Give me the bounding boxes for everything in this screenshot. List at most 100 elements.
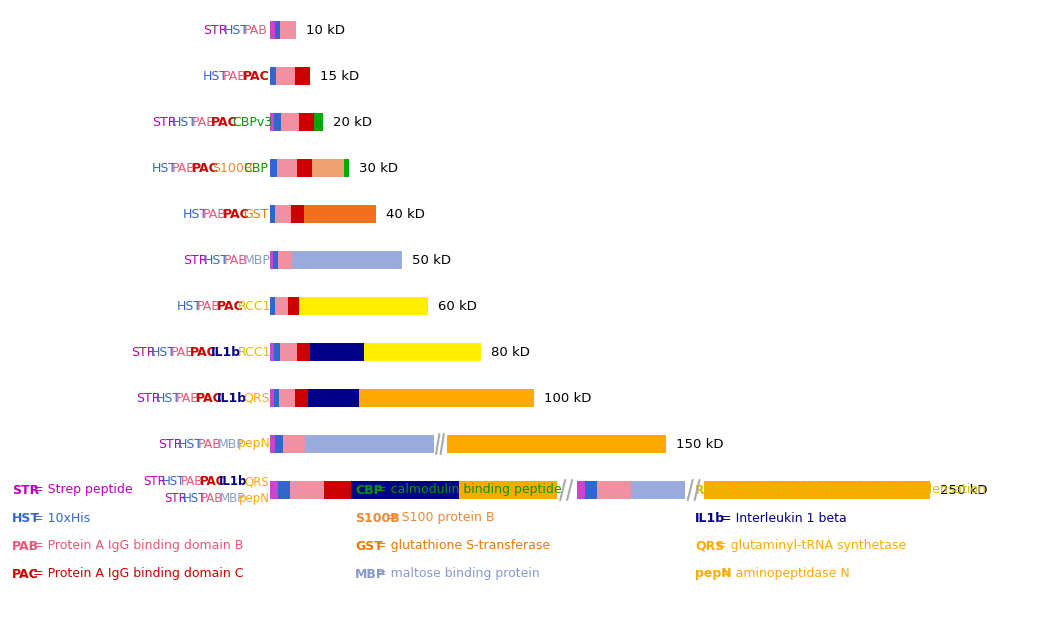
Text: MBP: MBP [220, 492, 245, 505]
Text: PAB: PAB [202, 492, 223, 505]
Text: 80 kD: 80 kD [491, 345, 530, 359]
Bar [273, 389, 279, 407]
Text: 250 kD: 250 kD [940, 484, 987, 497]
Text: = Protein A IgG binding domain C: = Protein A IgG binding domain C [29, 568, 243, 580]
Bar [585, 481, 596, 499]
Text: PAC: PAC [211, 116, 238, 129]
Text: PAB: PAB [243, 23, 267, 36]
Text: MBP: MBP [243, 254, 270, 266]
Bar [314, 113, 323, 131]
Text: PAC: PAC [12, 568, 38, 580]
Text: pepN: pepN [238, 438, 270, 450]
Bar [303, 205, 376, 223]
Bar [283, 435, 305, 453]
Text: = Regulator of chromosome condensation: = Regulator of chromosome condensation [717, 484, 986, 497]
Text: STR: STR [136, 391, 161, 404]
Bar [270, 113, 274, 131]
Text: PAC: PAC [190, 345, 217, 359]
Text: QRS: QRS [695, 539, 724, 553]
Bar [270, 159, 276, 177]
Bar [557, 481, 577, 499]
Text: PAB: PAB [197, 300, 221, 313]
Bar [270, 343, 274, 361]
Text: = glutathione S-transferase: = glutathione S-transferase [372, 539, 550, 553]
Bar [292, 251, 402, 269]
Text: 150 kD: 150 kD [676, 438, 723, 450]
Text: pepN: pepN [239, 492, 270, 505]
Bar [447, 435, 666, 453]
Text: PAB: PAB [191, 116, 215, 129]
Text: S100B: S100B [212, 161, 252, 175]
Text: 10 kD: 10 kD [307, 23, 345, 36]
Text: 50 kD: 50 kD [412, 254, 451, 266]
Bar [279, 21, 296, 39]
Text: 15 kD: 15 kD [320, 70, 358, 82]
Bar [273, 251, 277, 269]
Bar [305, 435, 434, 453]
Bar [270, 251, 273, 269]
Bar [364, 343, 481, 361]
Text: 30 kD: 30 kD [359, 161, 398, 175]
Text: PAC: PAC [242, 70, 269, 82]
Text: STR: STR [152, 116, 177, 129]
Text: HST: HST [171, 116, 196, 129]
Bar [276, 159, 296, 177]
Bar [295, 67, 310, 85]
Text: CBP: CBP [355, 484, 382, 497]
Bar [274, 21, 279, 39]
Text: GST: GST [355, 539, 383, 553]
Text: = Protein A IgG binding domain B: = Protein A IgG binding domain B [29, 539, 243, 553]
Bar [277, 251, 292, 269]
Bar [270, 205, 275, 223]
Bar [276, 67, 295, 85]
Text: PAB: PAB [223, 254, 247, 266]
Text: QRS: QRS [243, 391, 270, 404]
Text: IL1b: IL1b [219, 475, 247, 489]
Text: HST: HST [162, 475, 185, 489]
Text: = glutaminyl-tRNA synthetase: = glutaminyl-tRNA synthetase [712, 539, 906, 553]
Bar [298, 297, 428, 315]
Text: PAB: PAB [12, 539, 39, 553]
Text: PAB: PAB [222, 70, 246, 82]
Bar [299, 113, 314, 131]
Text: IL1b: IL1b [217, 391, 247, 404]
Bar [324, 481, 351, 499]
Bar [277, 481, 290, 499]
Text: = aminopeptidase N: = aminopeptidase N [717, 568, 850, 580]
Text: 60 kD: 60 kD [438, 300, 477, 313]
Text: HST: HST [203, 70, 228, 82]
Bar [434, 435, 447, 453]
Bar [270, 389, 273, 407]
Text: = calmodulin binding peptide: = calmodulin binding peptide [372, 484, 561, 497]
Bar [290, 481, 324, 499]
Text: 40 kD: 40 kD [385, 207, 425, 220]
Text: STR: STR [12, 484, 39, 497]
Text: STR: STR [131, 345, 155, 359]
Text: MBP: MBP [218, 438, 244, 450]
Bar [274, 113, 281, 131]
Text: PAB: PAB [171, 161, 195, 175]
Text: IL1b: IL1b [695, 511, 725, 524]
Text: HST: HST [152, 161, 177, 175]
Text: RCC1: RCC1 [238, 345, 271, 359]
Text: PAC: PAC [217, 300, 244, 313]
Text: = S100 protein B: = S100 protein B [383, 511, 495, 524]
Text: CBP: CBP [243, 161, 268, 175]
Bar [358, 389, 534, 407]
Text: PAB: PAB [170, 345, 194, 359]
Bar [270, 481, 277, 499]
Text: HST: HST [223, 23, 248, 36]
Bar [577, 481, 585, 499]
Bar [297, 343, 311, 361]
Bar [270, 297, 274, 315]
Text: PAC: PAC [199, 475, 224, 489]
Text: STR: STR [143, 475, 166, 489]
Bar [279, 389, 295, 407]
Text: PAC: PAC [191, 161, 218, 175]
Bar [459, 481, 557, 499]
Bar [344, 159, 349, 177]
Bar [270, 67, 276, 85]
Bar [274, 343, 279, 361]
Text: PAB: PAB [197, 438, 221, 450]
Text: HST: HST [156, 391, 181, 404]
